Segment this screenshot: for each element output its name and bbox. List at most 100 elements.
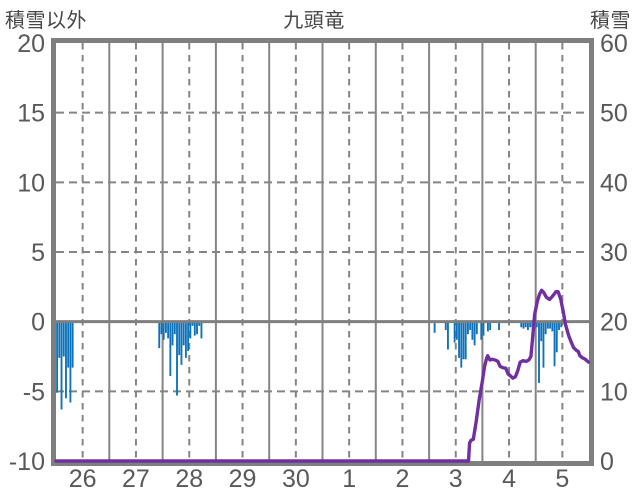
bar [169,321,172,377]
bar [538,321,540,383]
tick-label: 30 [282,465,310,493]
tick-label: 4 [502,465,516,493]
bar [535,321,538,328]
bar [65,321,67,399]
bar [164,321,167,333]
bar [58,321,61,358]
bar [191,321,194,326]
bar [60,321,63,410]
bar [178,321,181,356]
chart-title: 九頭竜 [283,10,345,32]
bar [540,321,543,342]
bar [67,321,70,368]
bar [167,321,170,339]
bar [162,321,165,340]
bar [489,321,492,331]
bar [544,321,547,335]
tick-label: 15 [17,100,45,128]
tick-label: 10 [17,169,45,197]
bar [447,321,449,350]
x-axis-tick-labels: 26 27 28 29 30 1 2 3 4 5 [69,465,570,493]
tick-label: -5 [23,378,45,406]
bar [455,321,458,340]
bar [558,321,560,331]
tick-label: 5 [555,465,569,493]
bar [467,321,469,335]
tick-label: 28 [175,465,203,493]
bar [173,321,176,335]
bar [56,321,59,393]
bar [69,321,72,403]
bar [520,321,523,328]
bar [549,321,552,329]
bar [542,321,545,368]
bar [553,321,556,367]
tick-label: 50 [600,100,628,128]
bar [180,321,183,365]
tick-label: 20 [600,309,628,337]
tick-label: 40 [600,169,628,197]
tick-label: 26 [69,465,97,493]
plot-frame [51,38,594,466]
tick-label: 1 [342,465,356,493]
bar [444,321,447,331]
bar [200,321,203,339]
bar [498,321,500,331]
tick-label: 60 [600,30,628,58]
bar [182,321,185,346]
bar [62,321,65,357]
tick-label: 30 [600,239,628,267]
bar [458,321,460,358]
bar [471,321,474,340]
right-axis-tick-labels: 60 50 40 30 20 10 0 [600,30,628,476]
bar [71,321,74,368]
tick-label: -10 [9,448,45,476]
bar [482,321,485,336]
bar [196,321,198,335]
tick-label: 10 [600,378,628,406]
bar [460,321,463,368]
bar [522,321,525,329]
tick-label: 2 [395,465,409,493]
bar [480,321,483,340]
bar [475,321,478,335]
tick-label: 20 [17,30,45,58]
bar [189,321,192,339]
bar [469,321,472,331]
bar [198,321,201,326]
bar [453,321,456,343]
tick-label: 29 [229,465,257,493]
bar [176,321,178,396]
bar [526,321,529,331]
bars-series [56,321,563,410]
tick-label: 27 [122,465,150,493]
bar [529,321,532,328]
bar [524,321,527,328]
tick-label: 0 [600,448,614,476]
bar [560,321,563,328]
bar [462,321,465,360]
bar [184,321,187,358]
bar [473,321,476,346]
tick-label: 0 [31,309,45,337]
bar [464,321,467,360]
right-axis-title: 積雪 [590,10,631,32]
bar [486,321,489,332]
bar [160,321,163,335]
bar [158,321,161,349]
bar [171,321,174,346]
bar [555,321,558,353]
bar [546,321,549,329]
tick-label: 3 [449,465,463,493]
left-axis-title: 積雪以外 [5,10,87,32]
bar [433,321,436,333]
left-axis-tick-labels: 20 15 10 5 0 -5 -10 [9,30,45,476]
snow-depth-line [54,288,591,463]
bar [551,321,554,332]
tick-label: 5 [31,239,45,267]
bar [187,321,190,351]
gridlines-horizontal-dashed [56,111,589,393]
bar [193,321,196,336]
